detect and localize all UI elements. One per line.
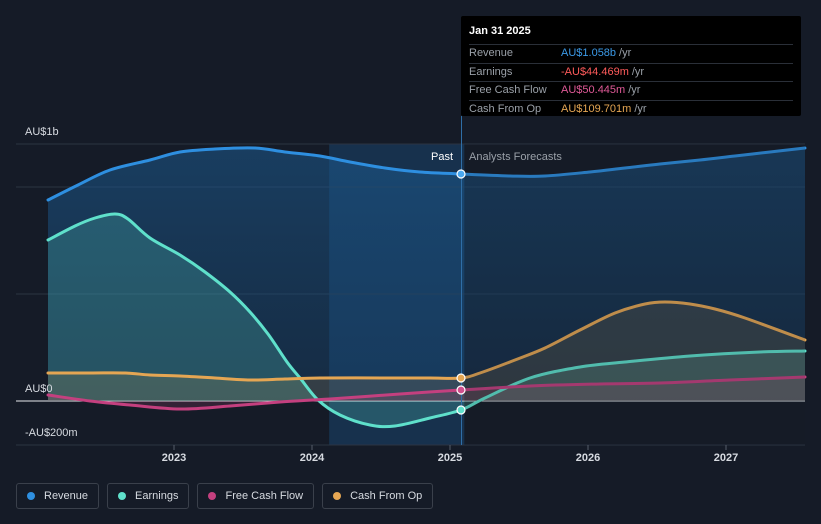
tooltip-value: AU$109.701m [561,102,632,115]
legend-label: Earnings [135,490,179,502]
tooltip-row-revenue: Revenue AU$1.058b /yr [469,45,793,64]
tooltip-value: AU$50.445m [561,84,626,96]
tooltip: Jan 31 2025 Revenue AU$1.058b /yr Earnin… [461,16,801,116]
x-tick-label: 2023 [162,452,186,464]
x-tick-label: 2026 [576,452,600,464]
legend-dot-icon [118,492,127,500]
legend-item-free-cash-flow[interactable]: Free Cash Flow [197,483,315,509]
tooltip-label: Cash From Op [469,102,542,115]
forecast-label: Analysts Forecasts [469,151,562,163]
line-revenue [46,146,807,202]
legend-dot-icon [27,492,35,500]
tooltip-unit: /yr [628,84,641,96]
marker-earnings [456,405,466,415]
legend-label: Free Cash Flow [225,490,304,502]
legend-item-earnings[interactable]: Earnings [107,483,190,509]
legend-label: Cash From Op [350,490,423,502]
tooltip-value: AU$1.058b [561,47,617,59]
marker-revenue [456,169,466,179]
legend-item-revenue[interactable]: Revenue [16,483,100,509]
legend-dot-icon [208,492,217,500]
marker-free-cash-flow [456,385,466,395]
line-earnings [46,212,807,429]
line-free-cash-flow [46,375,807,411]
tooltip-row-cash-from-op: Cash From Op AU$109.701m /yr [469,101,793,119]
x-tick-label: 2027 [714,452,738,464]
past-label: Past [431,151,453,163]
tooltip-unit: /yr [634,102,647,115]
x-tick-label: 2024 [300,452,325,464]
tooltip-label: Earnings [469,65,513,78]
y-tick-label: AU$0 [25,383,53,395]
area-revenue [48,147,805,401]
legend: Revenue Earnings Free Cash Flow Cash Fro… [16,483,434,509]
legend-item-cash-from-op[interactable]: Cash From Op [322,483,434,509]
area-earnings [48,213,805,427]
tooltip-date: Jan 31 2025 [469,24,793,45]
forecast-overlay [464,144,805,445]
marker-cash-from-op [456,373,466,383]
tooltip-row-earnings: Earnings -AU$44.469m /yr [469,64,793,82]
legend-label: Revenue [44,490,89,502]
area-cash-from-op [48,302,805,401]
tooltip-label: Revenue [469,47,514,59]
tooltip-label: Free Cash Flow [469,84,547,96]
tooltip-value: -AU$44.469m [561,65,629,78]
tooltip-unit: /yr [631,65,645,78]
x-tick-label: 2025 [438,452,462,464]
legend-dot-icon [333,492,342,500]
y-tick-label: -AU$200m [25,427,78,439]
tooltip-row-free-cash-flow: Free Cash Flow AU$50.445m /yr [469,82,793,101]
y-tick-label: AU$1b [25,126,59,138]
tooltip-unit: /yr [619,47,632,59]
